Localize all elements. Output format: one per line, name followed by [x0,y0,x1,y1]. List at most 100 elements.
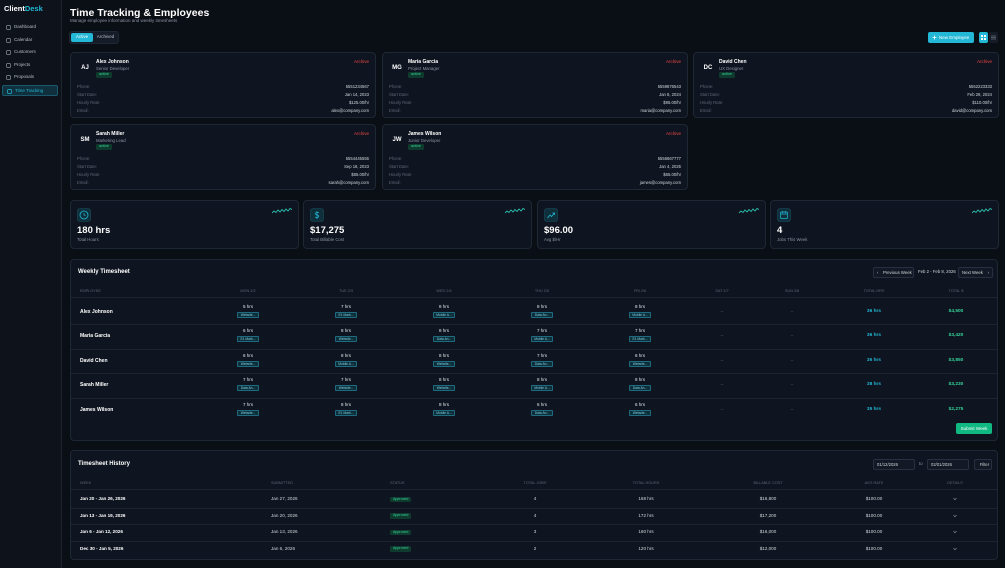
employee-card: DC David Chen UX Designer active Archive Phon… [693,52,999,118]
nav-item[interactable]: Projects [2,60,58,71]
project-tag[interactable]: Mobile A... [531,336,553,343]
project-tag[interactable]: E1 Mark... [237,336,259,343]
next-week-button[interactable]: Next Week › [958,267,993,278]
panel-title: Timesheet History [78,461,130,467]
total-cost: $4,500 [948,309,964,314]
avatar-initials: SM [80,137,90,143]
details-chevron[interactable] [953,547,957,551]
archive-button[interactable]: Archive [976,59,992,64]
field-label: Start Date: [77,92,98,97]
sparkline [739,207,759,214]
stat-card: $17,275 Total Billable Cost [303,200,532,249]
tab[interactable]: Active [71,33,93,42]
project-tag[interactable]: Website... [237,312,259,318]
field-label: Hourly Rate: [389,100,413,105]
field-label: Phone: [77,84,91,89]
project-tag[interactable]: Data An... [531,360,553,367]
field-value: 5554445555 [345,156,369,161]
details-chevron[interactable] [953,497,957,501]
prev-week-button[interactable]: ‹ Previous Week [873,267,914,278]
project-tag[interactable]: Data An... [531,409,553,416]
day-hours: 7 hrs [340,304,351,309]
project-tag[interactable]: Mobile A... [335,360,357,367]
project-tag[interactable]: Data An... [531,312,553,318]
archive-button[interactable]: Archive [665,59,681,64]
details-chevron[interactable] [953,514,957,518]
nav-item[interactable]: Proposals [2,72,58,83]
project-tag[interactable]: Website... [629,409,651,416]
project-tag[interactable]: Data An... [629,385,651,392]
nav-item[interactable]: Customers [2,47,58,58]
column-header: MON 2/2 [240,289,256,293]
nav-label: Customers [14,49,36,55]
nav-item[interactable]: Dashboard [2,22,58,33]
field-label: Phone: [389,84,403,89]
project-tag[interactable]: E1 Mark... [629,336,651,343]
project-tag[interactable]: Mobile A... [531,385,553,392]
status-badge: Approved [390,529,412,536]
date-from-input[interactable]: 01/12/2026 [873,459,915,470]
stat-value: 180 hrs [77,225,111,236]
project-tag[interactable]: Website... [335,336,357,343]
tab[interactable]: Archived [96,34,115,39]
nav-item[interactable]: Time Tracking [2,85,58,96]
project-tag[interactable]: Data An... [433,336,455,343]
field-value: Jan 4, 2025 [659,164,681,169]
status-badge: Approved [390,546,412,552]
employee-role: Junior Developer [408,137,441,143]
page-subtitle: Manage employee information and weekly t… [70,18,178,23]
project-tag[interactable]: Mobile A... [629,312,651,318]
list-view-toggle[interactable] [989,32,998,43]
day-hours: 8 hrs [438,328,449,334]
archive-button[interactable]: Archive [665,131,681,136]
total-hours: 35 hrs [866,406,882,412]
nav-icon [6,75,11,81]
empty-day: -- [790,357,794,363]
field-value: james@company.com [639,180,681,185]
column-header: TOTAL HRS [863,289,885,293]
archive-button[interactable]: Archive [353,59,369,64]
row-divider [71,348,997,350]
project-tag[interactable]: Website... [433,360,455,367]
archive-button[interactable]: Archive [353,131,369,136]
grid-view-toggle[interactable] [979,32,988,43]
details-chevron[interactable] [953,530,957,534]
field-label: Hourly Rate: [77,100,101,105]
filter-button[interactable]: Filter [974,459,992,470]
field-value: 5551234567 [345,84,369,89]
field-label: Email: [77,180,89,185]
prev-week-label: Previous Week [883,270,912,275]
history-cell: 4 [533,512,537,518]
project-tag[interactable]: Website... [629,360,651,367]
history-cell: 168 hrs [638,496,654,501]
date-to-input[interactable]: 02/01/2026 [927,459,969,470]
project-tag[interactable]: Data An... [237,385,259,392]
total-hours: 35 hrs [866,357,882,363]
project-tag[interactable]: Mobile A... [433,312,455,318]
sidebar: ClientDesk Dashboard Calendar Customers Proj… [0,0,62,568]
panel-title: Weekly Timesheet [78,269,130,275]
submit-week-button[interactable]: Submit Week [956,423,992,434]
nav-item[interactable]: Calendar [2,35,58,46]
page-title: Time Tracking & Employees [70,7,210,19]
project-tag[interactable]: Mobile A... [433,409,455,416]
column-header: BILLABLE COST [753,481,783,485]
column-header: SUN 2/8 [784,289,800,293]
stat-card: $96.00 Avg $/Hr [537,200,766,249]
project-tag[interactable]: Website... [237,409,259,416]
project-tag[interactable]: E1 Mark... [335,409,357,416]
column-header: TOTAL HOURS [632,481,660,485]
history-cell: $100.00 [865,545,883,551]
logo: ClientDesk [4,5,43,13]
project-tag[interactable]: Website... [433,385,455,392]
new-employee-button[interactable]: New Employee [928,32,974,43]
row-divider [71,507,997,509]
history-cell: 172 hrs [638,512,654,518]
field-label: Phone: [389,156,403,161]
project-tag[interactable]: E1 Mark... [335,312,357,318]
project-tag[interactable]: Website... [335,385,357,392]
empty-day: -- [790,333,794,339]
employee-card: SM Sarah Miller Marketing Lead active Archiv… [70,124,376,190]
employee-name: James Wilson [408,131,442,137]
project-tag[interactable]: Website... [237,360,259,367]
